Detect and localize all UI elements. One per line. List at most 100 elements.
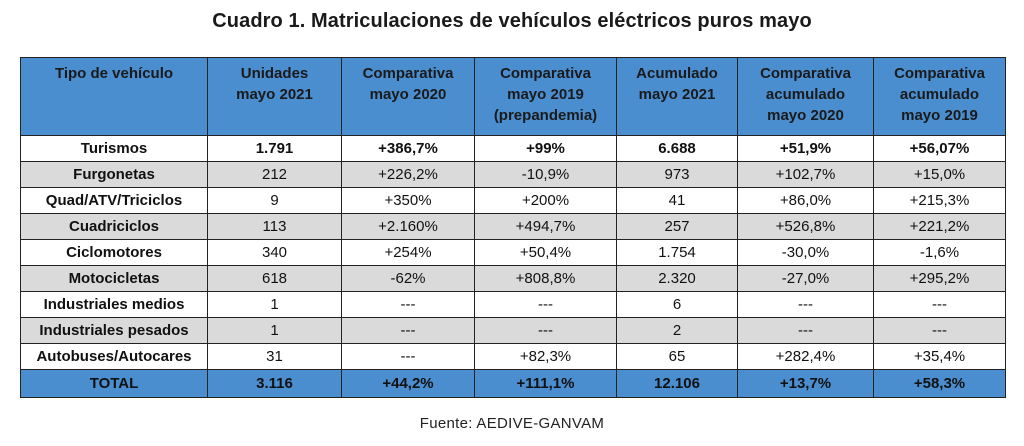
- value-cell: ---: [341, 291, 475, 318]
- value-cell: 2.320: [616, 265, 738, 292]
- vehicle-type-cell: Motocicletas: [20, 265, 208, 292]
- header-line: mayo 2020: [369, 86, 447, 103]
- value-cell: +386,7%: [341, 135, 475, 162]
- vehicle-type-cell: Industriales pesados: [20, 317, 208, 344]
- value-cell: +526,8%: [737, 213, 874, 240]
- table-row: Furgonetas 212 +226,2% -10,9% 973 +102,7% +15,…: [20, 161, 1006, 188]
- vehicle-type-cell: Turismos: [20, 135, 208, 162]
- value-cell: +51,9%: [737, 135, 874, 162]
- total-cell: +58,3%: [873, 369, 1006, 398]
- value-cell: 257: [616, 213, 738, 240]
- table-row: Autobuses/Autocares 31 --- +82,3% 65 +282,4% +…: [20, 343, 1006, 370]
- total-cell: +44,2%: [341, 369, 475, 398]
- value-cell: 65: [616, 343, 738, 370]
- header-line: Comparativa: [894, 65, 985, 82]
- header-line: (prepandemia): [493, 107, 598, 124]
- value-cell: ---: [737, 291, 874, 318]
- table-row: Industriales medios 1 --- --- 6 --- ---: [20, 291, 1006, 318]
- total-cell: 3.116: [207, 369, 342, 398]
- value-cell: +15,0%: [873, 161, 1006, 188]
- value-cell: +295,2%: [873, 265, 1006, 292]
- value-cell: +282,4%: [737, 343, 874, 370]
- value-cell: ---: [873, 291, 1006, 318]
- value-cell: 6: [616, 291, 738, 318]
- value-cell: 340: [207, 239, 342, 266]
- header-line: mayo 2019: [901, 107, 978, 124]
- vehicle-type-cell: Ciclomotores: [20, 239, 208, 266]
- table-row: Quad/ATV/Triciclos 9 +350% +200% 41 +86,0% +21…: [20, 187, 1006, 214]
- header-line: Comparativa: [500, 65, 591, 82]
- value-cell: ---: [341, 317, 475, 344]
- source-note: Fuente: AEDIVE-GANVAM: [419, 415, 605, 432]
- header-compare-cumulative-2020: Comparativa acumulado mayo 2020: [737, 57, 874, 136]
- value-cell: 212: [207, 161, 342, 188]
- value-cell: 618: [207, 265, 342, 292]
- header-line: Comparativa: [760, 65, 851, 82]
- value-cell: 9: [207, 187, 342, 214]
- value-cell: +35,4%: [873, 343, 1006, 370]
- header-line: Acumulado: [636, 65, 718, 82]
- total-cell: +13,7%: [737, 369, 874, 398]
- value-cell: -30,0%: [737, 239, 874, 266]
- value-cell: 2: [616, 317, 738, 344]
- value-cell: ---: [873, 317, 1006, 344]
- total-cell: TOTAL: [20, 369, 208, 398]
- value-cell: -10,9%: [474, 161, 617, 188]
- header-line: mayo 2019: [507, 86, 584, 103]
- header-line: mayo 2020: [767, 107, 844, 124]
- value-cell: 31: [207, 343, 342, 370]
- value-cell: +50,4%: [474, 239, 617, 266]
- value-cell: -62%: [341, 265, 475, 292]
- total-cell: 12.106: [616, 369, 738, 398]
- value-cell: ---: [474, 291, 617, 318]
- vehicle-type-cell: Quad/ATV/Triciclos: [20, 187, 208, 214]
- value-cell: +226,2%: [341, 161, 475, 188]
- value-cell: +86,0%: [737, 187, 874, 214]
- value-cell: 1: [207, 317, 342, 344]
- header-compare-may-2019: Comparativa mayo 2019 (prepandemia): [474, 57, 617, 136]
- table-row: Turismos 1.791 +386,7% +99% 6.688 +51,9% +56,0…: [20, 135, 1006, 162]
- value-cell: ---: [474, 317, 617, 344]
- value-cell: 1.791: [207, 135, 342, 162]
- value-cell: +350%: [341, 187, 475, 214]
- value-cell: +808,8%: [474, 265, 617, 292]
- value-cell: +215,3%: [873, 187, 1006, 214]
- value-cell: +56,07%: [873, 135, 1006, 162]
- vehicle-type-cell: Autobuses/Autocares: [20, 343, 208, 370]
- header-row: Tipo de vehículo Unidades mayo 2021 Comp…: [20, 57, 1006, 136]
- value-cell: +200%: [474, 187, 617, 214]
- header-line: mayo 2021: [638, 86, 716, 103]
- header-units-may-2021: Unidades mayo 2021: [207, 57, 342, 136]
- value-cell: 6.688: [616, 135, 738, 162]
- vehicle-type-cell: Furgonetas: [20, 161, 208, 188]
- value-cell: +102,7%: [737, 161, 874, 188]
- table-row: Motocicletas 618 -62% +808,8% 2.320 -27,0% +29…: [20, 265, 1006, 292]
- header-line: mayo 2021: [236, 86, 313, 103]
- table-row: Ciclomotores 340 +254% +50,4% 1.754 -30,0% -1,…: [20, 239, 1006, 266]
- value-cell: ---: [737, 317, 874, 344]
- header-line: acumulado: [899, 86, 980, 103]
- registrations-table: Tipo de vehículo Unidades mayo 2021 Comp…: [20, 57, 1006, 398]
- header-cumulative-may-2021: Acumulado mayo 2021: [616, 57, 738, 136]
- total-row: TOTAL 3.116 +44,2% +111,1% 12.106 +13,7%…: [20, 369, 1006, 398]
- header-line: Comparativa: [362, 65, 454, 82]
- header-vehicle-type: Tipo de vehículo: [20, 57, 208, 136]
- header-line: Tipo de vehículo: [54, 65, 174, 82]
- header-line: acumulado: [765, 86, 846, 103]
- value-cell: ---: [341, 343, 475, 370]
- value-cell: 41: [616, 187, 738, 214]
- vehicle-type-cell: Cuadriciclos: [20, 213, 208, 240]
- value-cell: +99%: [474, 135, 617, 162]
- value-cell: +82,3%: [474, 343, 617, 370]
- value-cell: -1,6%: [873, 239, 1006, 266]
- value-cell: 973: [616, 161, 738, 188]
- value-cell: 113: [207, 213, 342, 240]
- vehicle-type-cell: Industriales medios: [20, 291, 208, 318]
- value-cell: +254%: [341, 239, 475, 266]
- table-title: Cuadro 1. Matriculaciones de vehículos e…: [212, 10, 812, 32]
- value-cell: 1.754: [616, 239, 738, 266]
- value-cell: +494,7%: [474, 213, 617, 240]
- value-cell: +2.160%: [341, 213, 475, 240]
- table-row: Industriales pesados 1 --- --- 2 --- ---: [20, 317, 1006, 344]
- total-cell: +111,1%: [474, 369, 617, 398]
